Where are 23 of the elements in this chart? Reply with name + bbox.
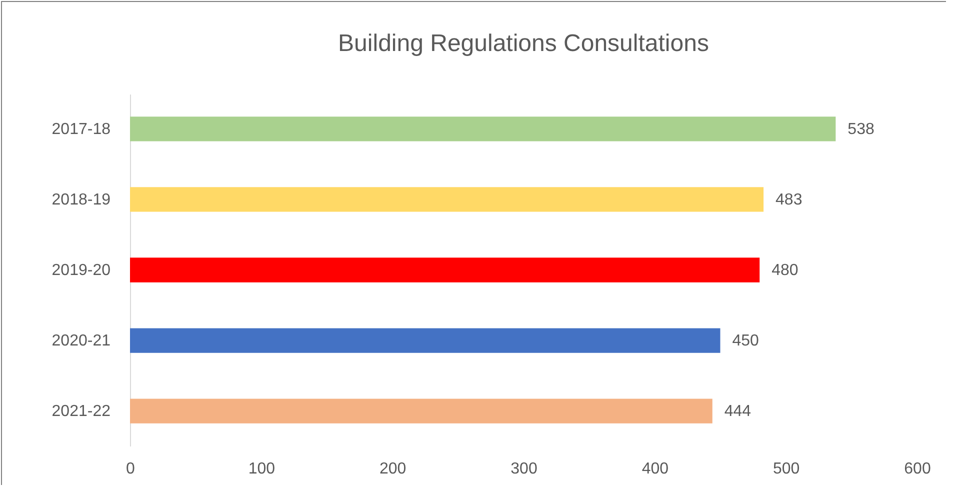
x-tick-label: 400: [642, 460, 669, 478]
bar: [130, 258, 760, 282]
bar: [130, 328, 720, 353]
x-tick-label: 200: [379, 460, 406, 478]
bar: [130, 398, 712, 424]
y-tick-label: 2020-21: [52, 332, 111, 350]
data-label: 444: [724, 403, 752, 420]
y-tick-label: 2018-19: [52, 191, 111, 208]
x-tick-label: 300: [510, 460, 538, 478]
data-label: 538: [848, 120, 874, 138]
chart-title: Building Regulations Consultations: [338, 30, 709, 57]
data-label: 450: [732, 332, 760, 350]
bar: [130, 116, 836, 142]
y-tick-label: 2019-20: [52, 262, 111, 279]
data-label: 480: [772, 262, 798, 279]
y-tick-label: 2021-22: [52, 403, 111, 420]
x-tick-label: 500: [772, 460, 800, 478]
bar: [130, 187, 764, 212]
y-tick-label: 2017-18: [52, 120, 111, 138]
x-tick-label: 100: [248, 460, 276, 478]
data-label: 483: [776, 191, 802, 208]
x-tick-label: 600: [904, 460, 931, 478]
x-tick-label: 0: [126, 460, 136, 478]
